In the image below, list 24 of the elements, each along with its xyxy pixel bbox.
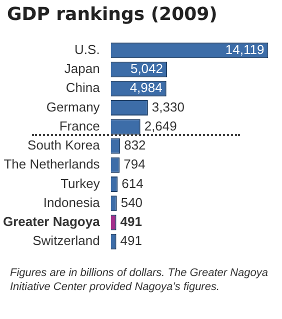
- y-tick-label: South Korea: [28, 138, 101, 153]
- y-tick-label: France: [59, 118, 100, 134]
- y-tick-label: Greater Nagoya: [2, 214, 101, 230]
- data-label: 491: [120, 214, 142, 230]
- data-label: 832: [124, 138, 146, 153]
- data-label: 491: [120, 233, 142, 248]
- y-tick-label: China: [66, 80, 101, 96]
- data-label: 3,330: [152, 99, 184, 114]
- data-label: 614: [122, 176, 144, 191]
- text: Figures are in billions of dollars. The Greater Nagoya Initiative Center provided Nagoya’s figures.: [10, 266, 270, 294]
- y-tick-label: Switzerland: [32, 233, 100, 248]
- y-tick-label: Japan: [64, 61, 100, 76]
- data-label: 4,984: [130, 80, 162, 96]
- y-tick-label: The Netherlands: [4, 156, 100, 172]
- y-tick-label: U.S.: [74, 42, 100, 57]
- data-label: 794: [124, 156, 146, 172]
- data-label: 540: [120, 194, 143, 210]
- y-tick-label: Turkey: [60, 176, 100, 191]
- y-tick-label: Germany: [46, 99, 100, 114]
- data-label: 5,042: [130, 61, 164, 76]
- y-tick-label: Indonesia: [43, 194, 101, 210]
- data-label: 2,649: [144, 118, 177, 134]
- chart-title: GDP rankings (2009): [7, 4, 218, 25]
- data-label: 14,119: [225, 42, 264, 57]
